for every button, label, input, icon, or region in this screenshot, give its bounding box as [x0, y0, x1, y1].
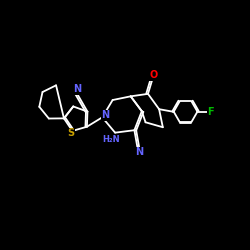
- Text: N: N: [135, 147, 143, 157]
- Text: N: N: [73, 84, 81, 94]
- Text: H₂N: H₂N: [102, 135, 120, 144]
- Text: F: F: [207, 107, 214, 117]
- Text: O: O: [150, 70, 158, 80]
- Text: S: S: [68, 128, 75, 138]
- Text: N: N: [101, 110, 109, 120]
